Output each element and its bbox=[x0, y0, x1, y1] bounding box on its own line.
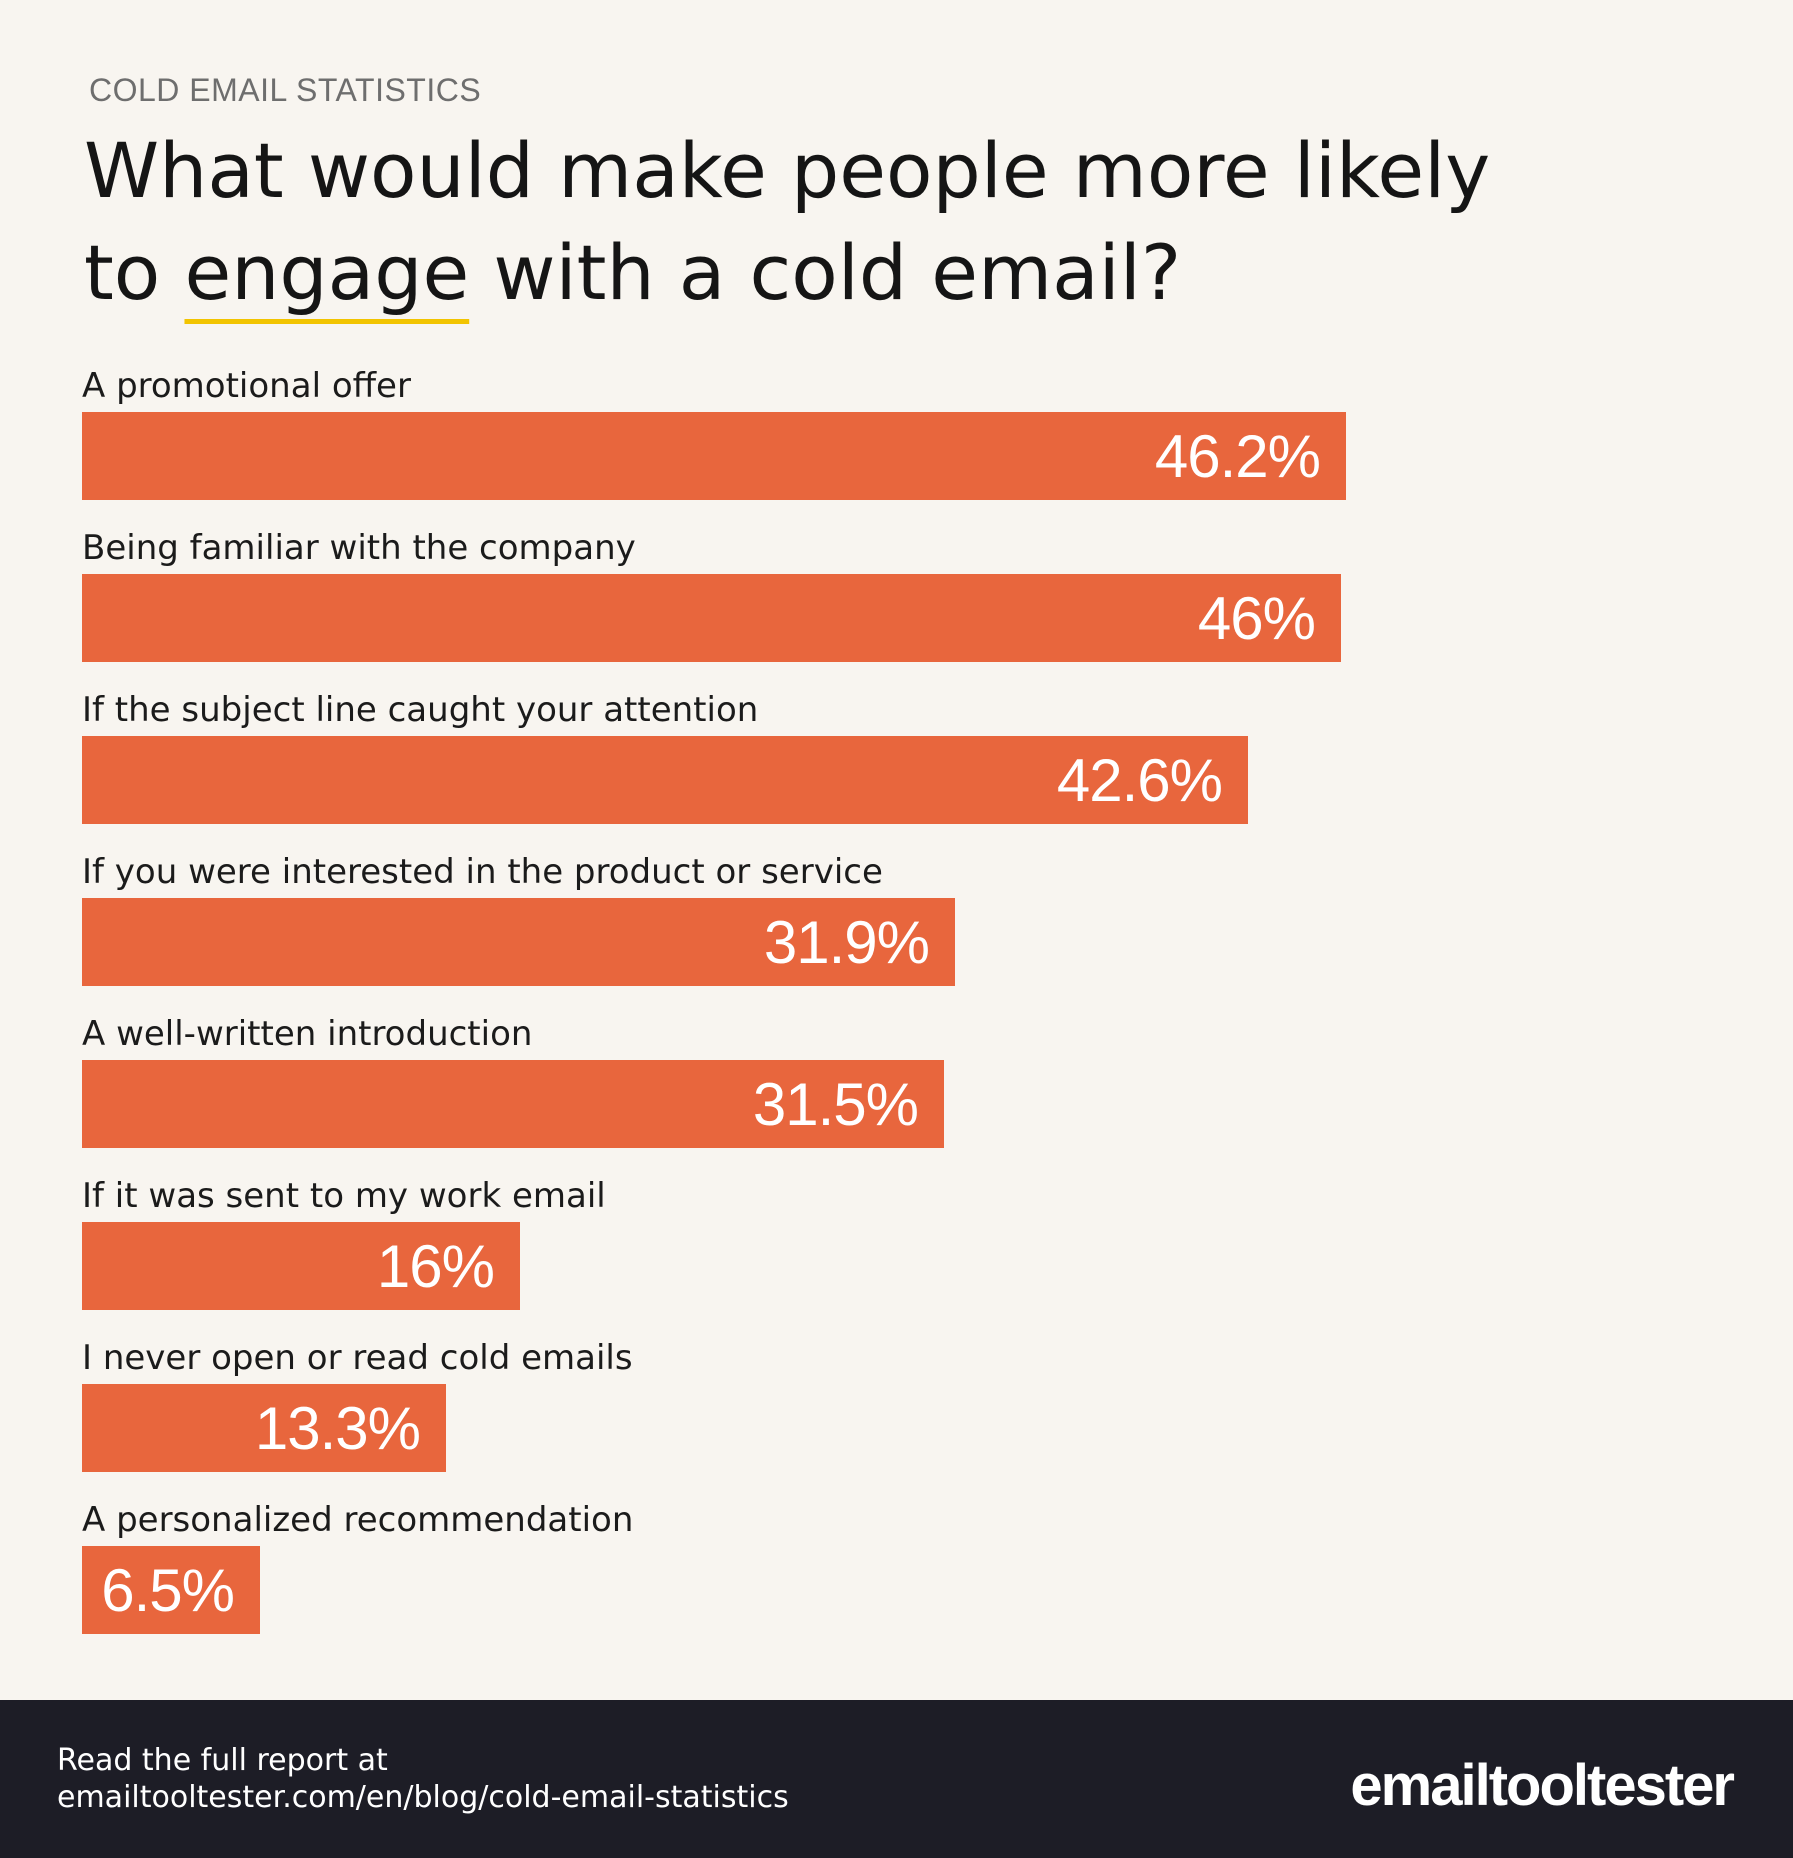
bar-value-label: 42.6% bbox=[1056, 746, 1223, 814]
bar-category-label: I never open or read cold emails bbox=[82, 1338, 633, 1378]
bar-category-label: A well-written introduction bbox=[82, 1014, 533, 1054]
bar-group: Being familiar with the company 46% bbox=[82, 522, 1642, 662]
bar-category-label: A promotional offer bbox=[82, 366, 411, 406]
footer-text: Read the full report at emailtooltester.… bbox=[57, 1742, 789, 1816]
title-highlight-word: engage bbox=[184, 228, 470, 317]
bar-category-label: A personalized recommendation bbox=[82, 1500, 634, 1540]
bar-group: If you were interested in the product or… bbox=[82, 846, 1642, 986]
bar: 46% bbox=[82, 574, 1341, 662]
bar: 6.5% bbox=[82, 1546, 260, 1634]
eyebrow-label: COLD EMAIL STATISTICS bbox=[89, 72, 482, 108]
bar: 31.5% bbox=[82, 1060, 944, 1148]
footer-line-1: Read the full report at bbox=[57, 1743, 388, 1778]
bar: 16% bbox=[82, 1222, 520, 1310]
title-line-1: What would make people more likely bbox=[84, 126, 1491, 215]
bar-category-label: If you were interested in the product or… bbox=[82, 852, 883, 892]
title-line-2-suffix: with a cold email? bbox=[469, 228, 1182, 317]
bar-category-label: If it was sent to my work email bbox=[82, 1176, 606, 1216]
report-link[interactable]: emailtooltester.com/en/blog/cold-email-s… bbox=[57, 1780, 789, 1815]
bar-group: A personalized recommendation 6.5% bbox=[82, 1494, 1642, 1634]
bar-value-label: 46% bbox=[1197, 584, 1316, 652]
bar-chart: A promotional offer 46.2% Being familiar w… bbox=[0, 360, 1793, 1680]
bar-category-label: Being familiar with the company bbox=[82, 528, 636, 568]
bar-value-label: 6.5% bbox=[101, 1556, 235, 1624]
brand-logo: emailtooltester bbox=[1350, 1753, 1735, 1818]
bar: 13.3% bbox=[82, 1384, 446, 1472]
bar-group: A promotional offer 46.2% bbox=[82, 360, 1642, 500]
bar-value-label: 13.3% bbox=[254, 1394, 421, 1462]
bar-category-label: If the subject line caught your attentio… bbox=[82, 690, 759, 730]
title-line-2-prefix: to bbox=[84, 228, 185, 317]
chart-title: What would make people more likely to en… bbox=[84, 120, 1644, 324]
bar-group: I never open or read cold emails 13.3% bbox=[82, 1332, 1642, 1472]
bar-value-label: 16% bbox=[376, 1232, 495, 1300]
bar: 31.9% bbox=[82, 898, 955, 986]
bar: 46.2% bbox=[82, 412, 1346, 500]
footer: Read the full report at emailtooltester.… bbox=[0, 1700, 1793, 1858]
bar: 42.6% bbox=[82, 736, 1248, 824]
bar-value-label: 31.5% bbox=[752, 1070, 919, 1138]
bar-group: A well-written introduction 31.5% bbox=[82, 1008, 1642, 1148]
bar-value-label: 46.2% bbox=[1154, 422, 1321, 490]
bar-group: If the subject line caught your attentio… bbox=[82, 684, 1642, 824]
bar-group: If it was sent to my work email 16% bbox=[82, 1170, 1642, 1310]
bar-value-label: 31.9% bbox=[763, 908, 930, 976]
